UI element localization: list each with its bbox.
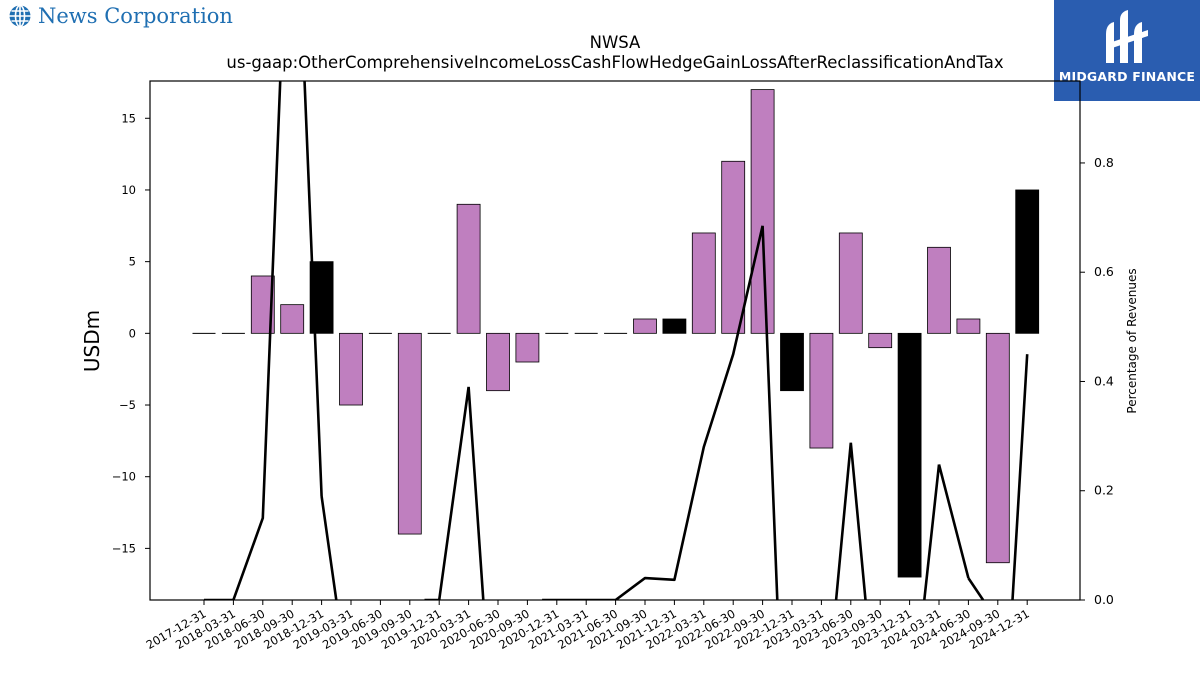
y2-tick-label: 0.0 bbox=[1094, 592, 1114, 607]
bar bbox=[897, 332, 922, 578]
bar bbox=[280, 304, 305, 334]
plot-frame bbox=[149, 80, 1081, 601]
bar bbox=[868, 332, 893, 349]
bar bbox=[691, 232, 716, 334]
chart-title: NWSA bbox=[590, 33, 641, 52]
y-tick-label: 0 bbox=[129, 326, 136, 340]
y-tick-label: −10 bbox=[112, 470, 136, 484]
bar bbox=[721, 160, 746, 334]
brand-badge: MIDGARD FINANCE bbox=[1054, 0, 1200, 101]
bar bbox=[309, 261, 334, 334]
y-axis-label: USDm bbox=[80, 310, 104, 372]
bar bbox=[956, 318, 981, 334]
y2-tick-label: 0.4 bbox=[1094, 373, 1114, 388]
bar bbox=[750, 89, 775, 334]
y2-tick-label: 0.6 bbox=[1094, 264, 1114, 279]
y-tick-label: −5 bbox=[119, 398, 136, 412]
chart-subtitle: us-gaap:OtherComprehensiveIncomeLossCash… bbox=[226, 53, 1003, 72]
bar bbox=[339, 332, 363, 406]
bar bbox=[838, 232, 863, 334]
bar bbox=[662, 318, 687, 334]
bar bbox=[927, 246, 951, 334]
y-tick-label: 15 bbox=[121, 111, 136, 125]
bar bbox=[780, 332, 804, 392]
bar bbox=[250, 275, 275, 334]
brand-name: MIDGARD FINANCE bbox=[1058, 69, 1196, 84]
bar bbox=[397, 332, 422, 535]
y-tick-label: 5 bbox=[129, 255, 136, 269]
y-tick-label: −15 bbox=[112, 541, 136, 555]
y2-axis-label: Percentage of Revenues bbox=[1125, 268, 1139, 413]
bar bbox=[1015, 189, 1040, 334]
company-header: News Corporation bbox=[8, 4, 233, 28]
y2-tick-label: 0.2 bbox=[1094, 483, 1114, 498]
bar bbox=[456, 203, 481, 334]
y-tick-label: 10 bbox=[121, 183, 136, 197]
bar bbox=[809, 332, 834, 449]
bar bbox=[985, 332, 1010, 564]
brand-logo-icon bbox=[1106, 10, 1148, 63]
bar bbox=[515, 332, 540, 363]
globe-icon bbox=[9, 4, 31, 28]
bar bbox=[633, 318, 657, 334]
bar bbox=[486, 332, 510, 392]
plot-area: −15−10−50510150.00.20.40.60.82017-12-312… bbox=[112, 80, 1114, 652]
y2-tick-label: 0.8 bbox=[1094, 155, 1114, 170]
company-name: News Corporation bbox=[38, 4, 233, 28]
revenue-percentage-line bbox=[204, 81, 1029, 600]
